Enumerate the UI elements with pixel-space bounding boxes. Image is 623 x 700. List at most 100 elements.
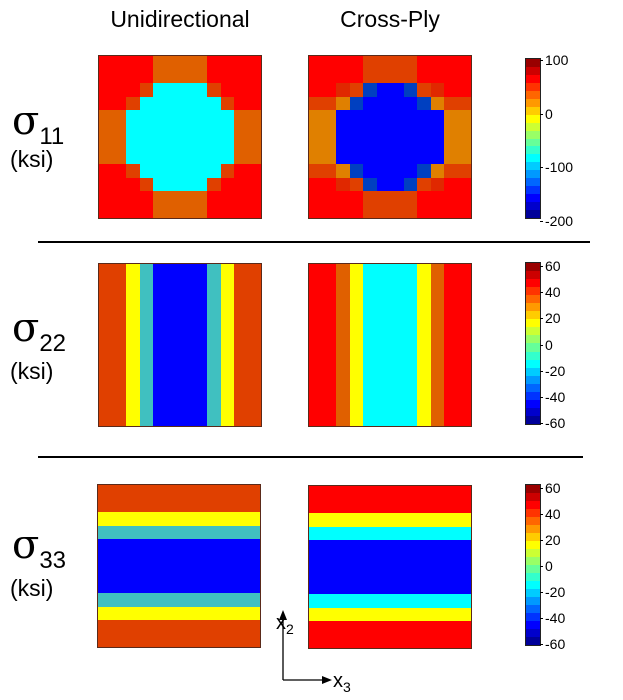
heatmap-cell — [139, 191, 153, 205]
heatmap-cell — [403, 345, 417, 359]
heatmap-cell — [165, 498, 179, 512]
heatmap-cell — [349, 204, 363, 218]
heatmap-cell — [444, 499, 458, 513]
heatmap-cell — [220, 83, 234, 97]
heatmap-cell — [403, 56, 417, 70]
heatmap-cell — [246, 606, 260, 620]
heatmap-cell — [111, 620, 125, 634]
heatmap-cell — [444, 83, 458, 97]
heatmap-cell — [99, 110, 113, 124]
heatmap-cell — [207, 137, 221, 151]
unit-label: (ksi) — [10, 575, 54, 601]
heatmap-cell — [247, 358, 261, 372]
heatmap-cell — [98, 539, 112, 553]
sigma-symbol: σ — [12, 305, 40, 351]
heatmap-cell — [430, 486, 444, 500]
heatmap-cell — [112, 191, 126, 205]
colorbar-band — [526, 351, 540, 360]
heatmap-cell — [138, 566, 152, 580]
heatmap-cell — [349, 291, 363, 305]
colorbar-tick-label: -20 — [539, 362, 566, 379]
heatmap-cell — [444, 137, 458, 151]
heatmap-cell — [233, 606, 247, 620]
colorbar-band — [526, 154, 540, 163]
heatmap-cell — [417, 264, 431, 278]
heatmap-cell — [126, 96, 140, 110]
colorbar-tick-label: -20 — [539, 584, 566, 600]
heatmap-cell — [309, 345, 323, 359]
colorbar-band — [526, 210, 540, 219]
heatmap-cell — [430, 69, 444, 83]
heatmap-cell — [403, 204, 417, 218]
heatmap-cell — [322, 594, 336, 608]
heatmap-cell — [112, 385, 126, 399]
heatmap-cell — [444, 304, 458, 318]
heatmap-cell — [336, 607, 350, 621]
heatmap-cell — [207, 372, 221, 386]
heatmap-cell — [363, 486, 377, 500]
heatmap-cell — [180, 358, 194, 372]
heatmap-cell — [322, 358, 336, 372]
heatmap-cell — [126, 83, 140, 97]
heatmap-cell — [457, 499, 471, 513]
colorbar-band — [526, 138, 540, 147]
heatmap-cell — [139, 385, 153, 399]
heatmap-cell — [233, 498, 247, 512]
heatmap-cell — [207, 83, 221, 97]
heatmap-cell — [206, 579, 220, 593]
heatmap-cell — [390, 277, 404, 291]
heatmap-cell — [430, 526, 444, 540]
heatmap-cell — [349, 553, 363, 567]
heatmap-cell — [309, 83, 323, 97]
heatmap-cell — [430, 607, 444, 621]
heatmap-cell — [363, 621, 377, 635]
heatmap-cell — [125, 633, 139, 647]
heatmap-cell — [363, 277, 377, 291]
heatmap-cell — [336, 150, 350, 164]
colorbar-band — [526, 327, 540, 336]
heatmap-cell — [219, 633, 233, 647]
heatmap-cell — [403, 137, 417, 151]
heatmap-cell — [430, 177, 444, 191]
colorbar-tick-label: 60 — [540, 480, 561, 496]
heatmap-cell — [179, 633, 193, 647]
heatmap-cell — [336, 137, 350, 151]
colorbar-band — [526, 509, 540, 517]
colorbar-tick-label: 100 — [539, 52, 569, 68]
heatmap-cell — [417, 526, 431, 540]
heatmap-cell — [390, 291, 404, 305]
heatmap-cell — [111, 579, 125, 593]
heatmap-cell — [126, 412, 140, 426]
heatmap-cell — [193, 69, 207, 83]
axis-sub: 3 — [343, 679, 351, 695]
heatmap-cell — [457, 83, 471, 97]
row-label-sigma-33: σ33 — [12, 522, 66, 575]
heatmap-cell — [193, 191, 207, 205]
heatmap-cell — [111, 498, 125, 512]
heatmap-cell — [309, 150, 323, 164]
heatmap-cell — [349, 567, 363, 581]
heatmap-cell — [403, 358, 417, 372]
heatmap-cell — [126, 69, 140, 83]
heatmap-cell — [430, 204, 444, 218]
heatmap-cell — [165, 539, 179, 553]
heatmap-cell — [152, 606, 166, 620]
heatmap-cell — [179, 566, 193, 580]
heatmap-cell — [444, 318, 458, 332]
heatmap-cell — [417, 191, 431, 205]
heatmap-cell — [349, 621, 363, 635]
heatmap-cell — [403, 191, 417, 205]
heatmap-cell — [180, 177, 194, 191]
heatmap-cell — [417, 277, 431, 291]
heatmap-cell — [430, 110, 444, 124]
heatmap-cell — [139, 56, 153, 70]
heatmap-cell — [247, 56, 261, 70]
heatmap-cell — [139, 345, 153, 359]
heatmap-cell — [166, 385, 180, 399]
heatmap-cell — [363, 318, 377, 332]
heatmap-cell — [166, 69, 180, 83]
heatmap-cell — [322, 634, 336, 648]
heatmap-cell — [417, 399, 431, 413]
heatmap-cell — [349, 277, 363, 291]
heatmap-cell — [180, 372, 194, 386]
